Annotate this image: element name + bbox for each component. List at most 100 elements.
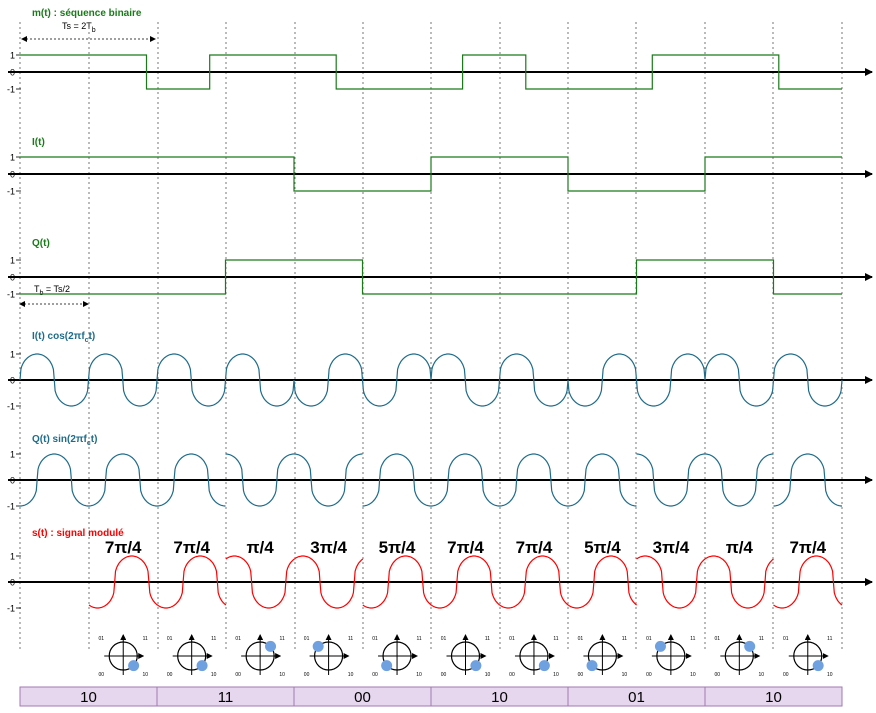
label-tl: 01 — [98, 636, 104, 642]
constellation-2: 01 11 00 10 — [235, 634, 285, 678]
s-title: s(t) : signal modulé — [32, 528, 124, 539]
label-tl: 01 — [509, 636, 515, 642]
label-bl: 00 — [372, 672, 378, 678]
q-tick-label-2: -1 — [7, 290, 15, 300]
label-br: 10 — [279, 672, 285, 678]
bit-pair-1: 11 — [218, 689, 234, 706]
icos-waveform-seg-5 — [361, 353, 432, 407]
constellation-1: 01 11 00 10 — [167, 634, 217, 678]
s-tick-label-0: 1 — [10, 552, 15, 562]
qsin-waveform-seg-11 — [773, 453, 842, 507]
label-br: 10 — [759, 672, 765, 678]
symbol-dot — [312, 640, 324, 652]
label-bl: 00 — [235, 672, 241, 678]
s-waveform-seg-3 — [294, 555, 364, 609]
qsin-waveform-seg-5 — [362, 453, 431, 507]
icos-waveform-seg-10 — [704, 353, 775, 407]
label-bl: 00 — [715, 672, 721, 678]
qsin-waveform-seg-10 — [705, 453, 774, 507]
phase-label-1: 7π/4 — [173, 538, 210, 557]
i-tick-label-2: -1 — [7, 187, 15, 197]
m-tick-label-0: 1 — [10, 51, 15, 61]
label-br: 10 — [553, 672, 559, 678]
phase-label-9: π/4 — [726, 538, 754, 557]
qsin-waveform-seg-7 — [499, 453, 568, 507]
symbol-dot — [654, 640, 666, 652]
s-waveform-seg-4 — [362, 555, 432, 609]
m-title: m(t) : séquence binaire — [32, 8, 142, 19]
qsin-waveform-seg-0 — [20, 453, 89, 507]
label-tl: 01 — [715, 636, 721, 642]
icos-waveform-seg-8 — [567, 353, 638, 407]
constellation-4: 01 11 00 10 — [372, 634, 422, 678]
label-tl: 01 — [372, 636, 378, 642]
phase-label-3: 3π/4 — [310, 538, 347, 557]
label-bl: 00 — [646, 672, 652, 678]
label-tr: 11 — [143, 636, 148, 642]
icos-waveform-seg-1 — [87, 353, 158, 407]
label-bl: 00 — [167, 672, 173, 678]
axes-group: 1 0 -1 1 0 -1 1 0 -1 1 0 -1 1 0 -1 1 0 -1 — [7, 51, 873, 614]
symbol-dot — [381, 660, 393, 672]
qsin-waveform-seg-1 — [88, 453, 157, 507]
bit-pair-0: 10 — [80, 689, 97, 706]
bit-pair-3: 10 — [491, 689, 508, 706]
q-tick-label-0: 1 — [10, 256, 15, 266]
label-tr: 11 — [485, 636, 490, 642]
q-waveform — [20, 259, 842, 295]
symbol-dot — [265, 640, 277, 652]
label-br: 10 — [622, 672, 628, 678]
phase-label-0: 7π/4 — [105, 538, 142, 557]
constellation-9: 01 11 00 10 — [715, 634, 765, 678]
label-br: 10 — [348, 672, 354, 678]
constellation-10: 01 11 00 10 — [783, 634, 833, 678]
symbol-dot — [812, 660, 824, 672]
label-tl: 01 — [304, 636, 310, 642]
i-waveform — [20, 156, 842, 192]
s-tick-label-1: 0 — [10, 578, 15, 588]
period-gridlines — [19, 22, 843, 650]
label-tl: 01 — [646, 636, 652, 642]
label-br: 10 — [485, 672, 491, 678]
s-waveform-seg-9 — [704, 555, 774, 609]
label-bl: 00 — [578, 672, 584, 678]
s-tick-label-2: -1 — [7, 604, 15, 614]
qsin-title: Q(t) sin(2πfct) — [32, 434, 97, 447]
label-br: 10 — [211, 672, 217, 678]
s-waveform-seg-1 — [157, 555, 227, 609]
label-tr: 11 — [553, 636, 558, 642]
symbol-dot — [538, 660, 550, 672]
label-tl: 01 — [578, 636, 584, 642]
s-waveform-seg-6 — [499, 555, 569, 609]
icos-waveform-seg-9 — [635, 353, 706, 407]
i-tick-label-1: 0 — [10, 170, 15, 180]
waveforms-group — [19, 54, 843, 609]
label-br: 10 — [416, 672, 422, 678]
m-tick-label-1: 0 — [10, 68, 15, 78]
symbol-dot — [128, 660, 140, 672]
label-bl: 00 — [509, 672, 515, 678]
phase-label-5: 7π/4 — [447, 538, 484, 557]
s-waveform-seg-7 — [567, 555, 637, 609]
label-tr: 11 — [827, 636, 832, 642]
icos-waveform-seg-7 — [498, 353, 569, 407]
label-br: 10 — [827, 672, 833, 678]
label-bl: 00 — [304, 672, 310, 678]
icos-title: I(t) cos(2πfct) — [32, 331, 95, 344]
symbol-dot — [586, 660, 598, 672]
symbol-dot — [744, 640, 756, 652]
phase-label-4: 5π/4 — [379, 538, 416, 557]
i-tick-label-0: 1 — [10, 153, 15, 163]
phase-label-10: 7π/4 — [789, 538, 826, 557]
phase-label-8: 3π/4 — [653, 538, 690, 557]
icos-tick-label-2: -1 — [7, 402, 15, 412]
s-waveform-seg-2 — [225, 555, 295, 609]
label-tl: 01 — [167, 636, 173, 642]
qsin-waveform-seg-6 — [431, 453, 500, 507]
label-tr: 11 — [280, 636, 285, 642]
s-waveform-seg-5 — [430, 555, 501, 609]
icos-waveform-seg-11 — [772, 353, 843, 407]
phase-labels: 7π/4 7π/4 π/4 3π/4 5π/4 7π/4 7π/4 5π/4 3π/4 π/4 7π… — [105, 538, 827, 557]
